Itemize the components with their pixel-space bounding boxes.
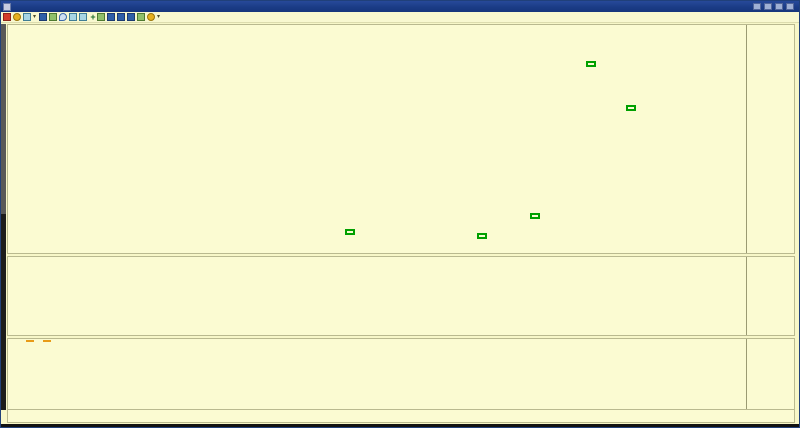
window-print-icon[interactable] [753, 3, 761, 10]
stochastic-header [14, 340, 57, 342]
price-plot-area[interactable] [8, 25, 746, 253]
price-axis [746, 25, 794, 253]
text-tool-icon[interactable] [97, 13, 106, 21]
volume-chart-panel[interactable] [7, 256, 795, 336]
volume-series-overlay [8, 257, 746, 335]
vertical-scrollbar[interactable] [1, 24, 6, 410]
date-axis [7, 410, 795, 423]
window-options-icon[interactable] [764, 3, 772, 10]
volume-plot-area[interactable] [8, 257, 746, 335]
crosshair-icon[interactable]: + [90, 12, 96, 22]
toolbar-overflow-caret[interactable]: ▾ [157, 14, 161, 20]
volume-axis [746, 257, 794, 335]
title-bar [1, 1, 799, 12]
left-shoulder-label[interactable] [345, 229, 355, 235]
cursor-icon[interactable] [3, 13, 11, 21]
arrow-right-icon[interactable] [117, 13, 126, 21]
zoom-in-icon[interactable] [69, 13, 78, 21]
maximize-button[interactable] [786, 3, 794, 10]
zoom-dropdown-caret[interactable]: ▾ [33, 14, 37, 20]
square-select-icon[interactable] [39, 13, 48, 21]
pan-icon[interactable] [127, 13, 136, 21]
stochastic-plot-area[interactable] [8, 339, 746, 409]
scrollbar-thumb[interactable] [1, 24, 6, 214]
measure-icon[interactable] [49, 13, 58, 21]
stochastic-series-overlay [8, 339, 746, 409]
stochastic-chart-panel[interactable] [7, 338, 795, 410]
right-shoulder-label[interactable] [530, 213, 540, 219]
chart-title-note[interactable] [586, 61, 596, 67]
head-label[interactable] [477, 233, 487, 239]
d-percent-swatch [26, 340, 34, 342]
trendline-icon[interactable] [59, 13, 68, 21]
stochastic-axis [746, 339, 794, 409]
price-series-overlay [8, 25, 746, 253]
settings-icon[interactable] [147, 13, 156, 21]
arrow-left-icon[interactable] [107, 13, 116, 21]
annotate-icon[interactable] [13, 13, 21, 21]
window-bottom-bar [1, 424, 799, 427]
toolbar: ▾ + ▾ [1, 12, 799, 23]
zoom-out-icon[interactable] [79, 13, 88, 21]
k-percent-swatch [43, 340, 51, 342]
price-target-note[interactable] [626, 105, 636, 111]
chart-window-icon [3, 2, 11, 11]
scale-icon[interactable] [137, 13, 146, 21]
zoom-icon[interactable] [23, 13, 31, 21]
price-chart-panel[interactable] [7, 24, 795, 254]
minimize-button[interactable] [775, 3, 783, 10]
